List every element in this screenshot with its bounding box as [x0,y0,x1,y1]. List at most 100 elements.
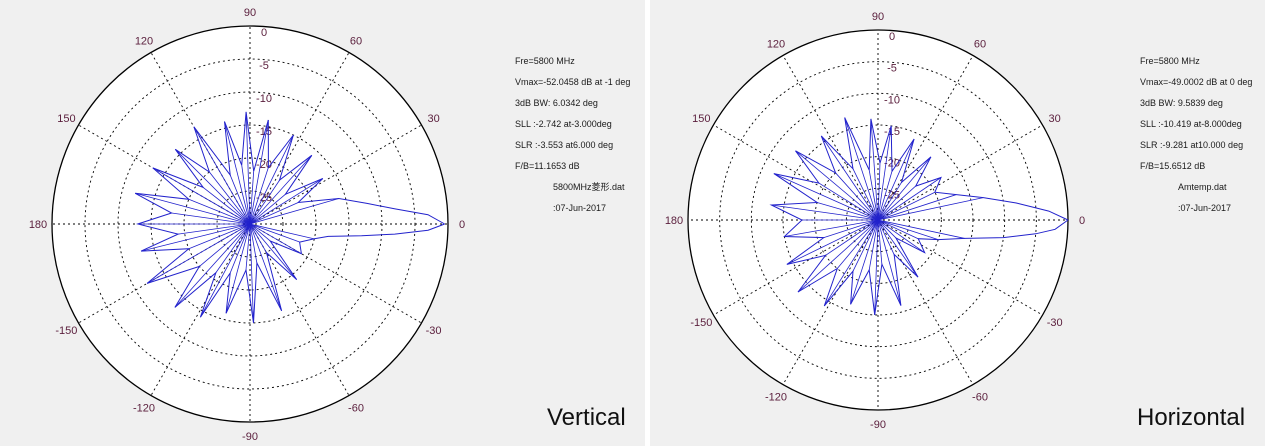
horizontal-grid-spoke [877,219,1043,316]
vertical-pattern-spike [249,134,294,225]
vertical-pattern-spike [249,198,339,225]
vertical-pattern-spike [146,223,251,284]
vertical-info-sll: SLL :-2.742 at-3.000deg [515,119,612,129]
vertical-pattern-spike [249,223,315,240]
vertical-title: Vertical [547,404,626,431]
vertical-info-fb: F/B=11.1653 dB [515,161,580,171]
horizontal-polar-plot: 90 60 30 0 -30 -60 -90 -120 -150 180 150 120 0 -5 -10 -… [665,11,1085,431]
vertical-pattern-spike [249,223,254,323]
horizontal-pattern-spike [817,202,879,221]
horizontal-radial-label: -5 [887,63,897,75]
vertical-polar-plot: 90 60 30 0 -30 -60 -90 -120 -150 180 150 120 0 -5 -10 -… [29,7,465,443]
horizontal-pattern-spike [877,219,895,255]
horizontal-angle-label: -30 [1047,317,1063,329]
horizontal-info-vmax: Vmax=-49.0002 dB at 0 deg [1140,77,1253,87]
vertical-pattern-spike [249,223,271,242]
horizontal-pattern-spike [786,219,879,265]
horizontal-grid-spoke [782,219,879,385]
vertical-pattern-spike [249,171,255,225]
horizontal-pattern-spike [877,219,939,240]
vertical-radial-label: -5 [259,60,269,72]
vertical-pattern-spike [152,167,251,225]
vertical-grid-spoke [150,223,251,396]
horizontal-pattern-spike [821,135,879,221]
horizontal-radial-label: -10 [884,94,900,106]
vertical-angle-label: -60 [348,403,364,415]
vertical-grid-spoke [78,223,251,324]
vertical-info-date: :07-Jun-2017 [553,203,607,213]
horizontal-pattern-spike [784,219,879,237]
horizontal-angle-label: -120 [765,392,787,404]
vertical-angle-label: 150 [57,113,75,125]
horizontal-pattern-spike [825,219,879,256]
horizontal-pattern-spike [877,125,892,221]
horizontal-pattern-spike [877,219,919,278]
horizontal-pattern-spike [870,118,879,221]
vertical-pattern-spike [249,223,282,311]
vertical-pattern-spike [249,119,269,225]
vertical-grid-spoke [249,223,350,396]
vertical-pattern-spike [249,223,258,264]
horizontal-grid-ring [719,61,1037,379]
horizontal-pattern-spike [773,173,879,221]
horizontal-info-slr: SLR :-9.281 at10.000 deg [1140,140,1244,150]
vertical-info-vmax: Vmax=-52.0458 dB at -1 deg [515,77,631,87]
vertical-pattern-spike [202,187,251,225]
horizontal-angle-label: 0 [1079,215,1085,227]
horizontal-info-sll: SLL :-10.419 at-8.000deg [1140,119,1242,129]
vertical-pattern-spike [249,193,286,225]
horizontal-pattern-spike [850,219,879,305]
horizontal-panel: 90 60 30 0 -30 -60 -90 -120 -150 180 150 120 0 -5 -10 -… [650,0,1265,446]
vertical-grid-spoke [249,124,422,225]
horizontal-radial-label: -15 [884,126,900,138]
vertical-pattern-spike [200,223,251,318]
horizontal-angle-label: 120 [767,38,785,50]
horizontal-pattern-spike [844,117,879,221]
vertical-grid-spoke [249,223,422,324]
horizontal-angle-label: 180 [665,215,683,227]
vertical-pattern-spike [249,202,299,225]
vertical-grid-spoke [78,124,251,225]
vertical-pattern-spike [141,223,251,252]
vertical-pattern-spike [249,223,300,243]
vertical-pattern-line [134,111,445,323]
vertical-angle-label: -30 [426,325,442,337]
horizontal-angle-label: -150 [690,317,712,329]
vertical-angle-label: -150 [55,325,77,337]
horizontal-pattern-spike [852,219,879,272]
horizontal-pattern-spike [877,197,984,221]
horizontal-pattern-spike [877,219,883,265]
vertical-pattern-spike [188,223,251,250]
vertical-pattern-spike [249,223,297,280]
horizontal-grid-spoke [877,55,974,221]
horizontal-pattern-spike [874,219,879,315]
horizontal-pattern-spike [877,219,919,240]
vertical-angle-label: 120 [135,35,153,47]
horizontal-pattern-spike [877,182,902,221]
horizontal-info-file: Amtemp.dat [1178,182,1227,192]
horizontal-pattern-spike [877,171,893,221]
vertical-pattern-spike [175,149,251,225]
horizontal-pattern-spike [877,194,957,221]
horizontal-info-date: :07-Jun-2017 [1178,203,1232,213]
horizontal-grid-spoke [877,124,1043,221]
horizontal-angle-label: 60 [974,38,986,50]
horizontal-pattern-spike [877,177,942,221]
horizontal-pattern-spike [877,219,902,306]
vertical-radial-label: -20 [256,159,272,171]
vertical-grid-spoke [150,52,251,225]
horizontal-angle-label: -90 [870,419,886,431]
vertical-grid-spoke [249,52,350,225]
horizontal-pattern-spike [877,191,936,221]
vertical-pattern-spike [249,167,269,225]
vertical-pattern-spike [249,155,313,225]
vertical-pattern-spike [193,126,251,225]
vertical-radial-label: -10 [256,93,272,105]
vertical-pattern-spike [229,223,251,274]
vertical-pattern-spike [135,192,251,225]
horizontal-angle-label: 90 [872,11,884,23]
horizontal-pattern-line [769,117,1069,315]
vertical-angle-label: 0 [459,219,465,231]
vertical-pattern-spike [224,121,251,225]
horizontal-info-fb: F/B=15.6512 dB [1140,161,1206,171]
